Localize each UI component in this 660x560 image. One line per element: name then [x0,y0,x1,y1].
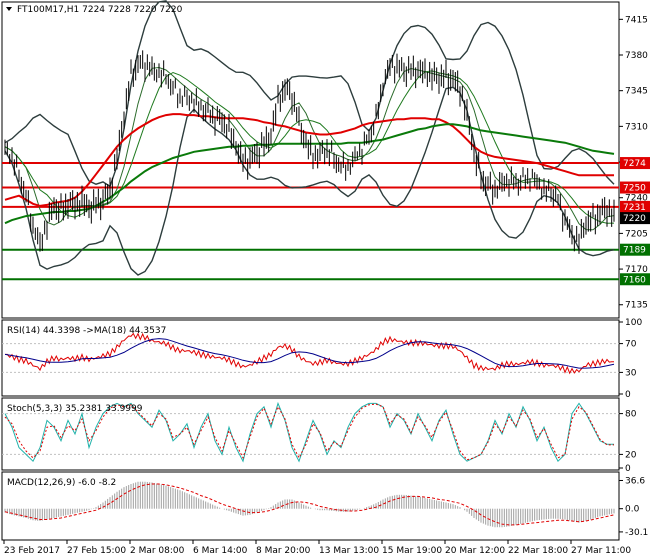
level-label: 7231 [623,203,646,213]
macd-signal-line [4,483,615,526]
level-label: 7250 [623,184,646,194]
rsi-ma-line [4,338,615,369]
macd-panel-border [1,471,620,541]
rsi-axis: 100 70 30 0 [619,318,642,400]
price-tick-label: 7205 [625,229,648,239]
stoch-tick-label: 80 [625,410,637,420]
time-tick-label: 20 Mar 12:00 [445,546,505,556]
rsi-tick-label: 70 [625,340,637,350]
time-tick-label: 2 Mar 08:00 [130,546,185,556]
time-axis: 23 Feb 2017 27 Feb 15:00 2 Mar 08:00 6 Mar … [3,540,631,556]
fast-ma [4,66,615,231]
rsi-panel[interactable]: 100 70 30 0 RSI(14) 44.3398 ->MA(18) 44.353… [1,318,642,400]
macd-label: MACD(12,26,9) -6.0 -8.2 [7,478,116,488]
rsi-lines [2,332,619,375]
green-moving-average [4,123,615,225]
rsi-label: RSI(14) 44.3398 ->MA(18) 44.3537 [7,326,166,336]
macd-tick-label: 0.0 [625,505,640,515]
macd-tick-label: 36.6 [625,476,645,486]
lower-band [4,86,615,276]
level-box [620,273,650,286]
price-tick-label: 7240 [625,194,648,204]
time-tick-label: 27 Feb 15:00 [67,546,126,556]
level-box [620,181,650,194]
time-tick-label: 23 Feb 2017 [4,546,60,556]
time-tick-label: 8 Mar 20:00 [256,546,311,556]
time-tick-label: 22 Mar 18:00 [508,546,568,556]
stoch-panel[interactable]: 80 20 0 Stoch(5,3,3) 35.2381 33.9999 [1,397,637,474]
moving-averages [4,113,615,225]
mid-ma [4,70,615,224]
level-labels: 7274 7250 7231 7189 7160 7220 [620,157,650,286]
upper-band [4,0,615,188]
price-panel[interactable]: 741573807345731072757240720571707135 727… [1,0,650,319]
price-tick-label: 7380 [625,51,648,61]
price-tick-label: 7310 [625,122,648,132]
time-tick-label: 6 Mar 14:00 [193,546,248,556]
level-label: 7189 [623,246,646,256]
current-price-label: 7220 [623,214,646,224]
time-tick-label: 27 Mar 11:00 [571,546,631,556]
rsi-tick-label: 100 [625,318,642,328]
bollinger-bands [4,0,615,276]
price-bars [4,50,615,254]
price-tick-label: 7170 [625,265,648,275]
stoch-panel-border [1,397,620,471]
rsi-tick-label: 0 [625,390,631,400]
symbol-header: FT100M17,H1 7224 7228 7220 7220 [17,5,183,15]
stoch-tick-label: 20 [625,450,637,460]
macd-panel[interactable]: 36.6 0.0 -30.1 MACD(12,26,9) -6.0 -8.2 [1,471,648,541]
price-tick-label: 7415 [625,15,648,25]
level-box [620,200,650,213]
red-moving-average [4,113,614,207]
stoch-lines [2,401,619,463]
rsi-tick-label: 30 [625,368,637,378]
price-tick-label: 7345 [625,87,648,97]
macd-tick-label: -30.1 [625,528,648,538]
time-tick-label: 15 Mar 19:00 [382,546,442,556]
rsi-line [5,332,615,375]
macd-bars [4,481,615,528]
stoch-label: Stoch(5,3,3) 35.2381 33.9999 [7,404,143,414]
level-label: 7274 [623,159,646,169]
price-tick-label: 7135 [625,301,648,311]
level-box [620,157,650,170]
macd-axis: 36.6 0.0 -30.1 [619,476,648,538]
stoch-tick-label: 0 [625,464,631,474]
level-box [620,243,650,256]
time-tick-label: 13 Mar 13:00 [319,546,379,556]
stoch-signal-line [4,403,614,461]
stoch-axis: 80 20 0 [619,410,637,474]
current-price-box [620,212,650,225]
level-label: 7160 [623,275,646,285]
stoch-main-line [4,401,614,463]
chart-menu-triangle-icon[interactable] [6,7,12,11]
rsi-panel-border [1,319,620,397]
price-panel-border [1,1,620,319]
